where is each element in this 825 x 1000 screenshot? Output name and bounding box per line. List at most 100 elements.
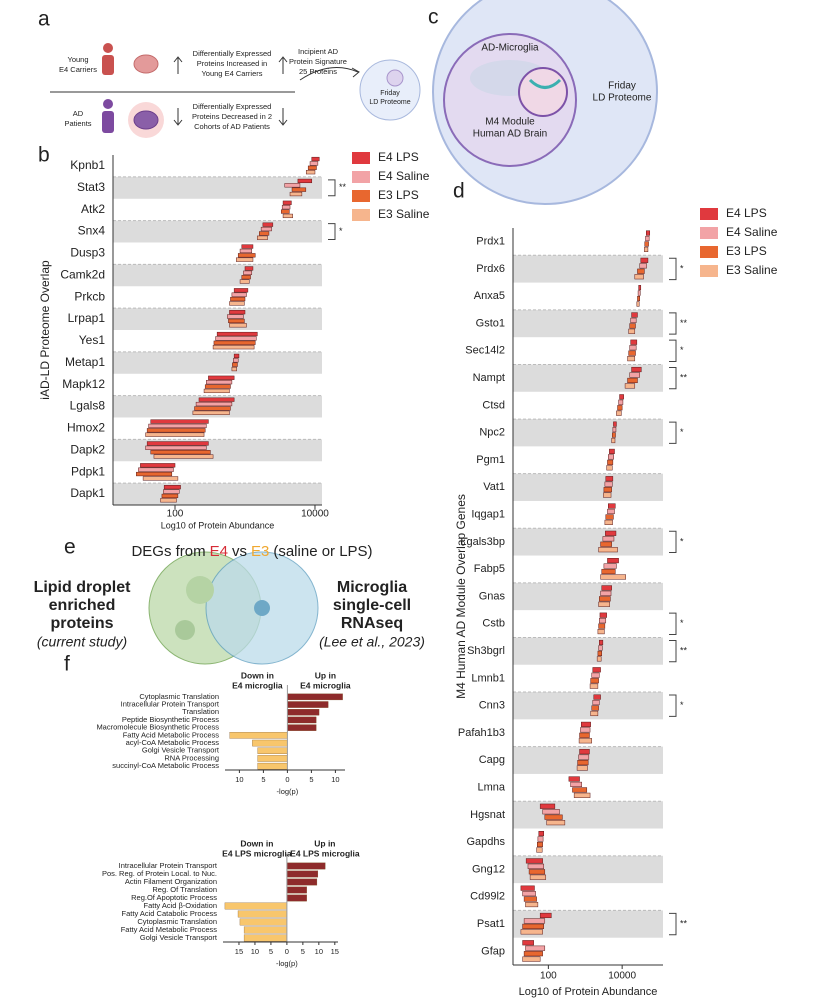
range-bar	[597, 650, 603, 656]
category-label: Sec14l2	[465, 345, 505, 357]
range-bar	[523, 918, 546, 924]
category-label: Fatty Acid Metabolic Process	[123, 730, 220, 739]
range-bar	[619, 394, 624, 400]
category-label: Actin Filament Organization	[125, 877, 217, 886]
row-band	[113, 351, 322, 374]
label: Protein Signature	[289, 57, 347, 66]
legend-swatch	[352, 190, 370, 202]
range-bar	[604, 519, 613, 525]
range-bar	[241, 244, 254, 249]
category-label: Nampt	[473, 372, 505, 384]
range-bar	[602, 536, 615, 542]
legend-swatch	[352, 171, 370, 183]
panel-label: d	[453, 180, 465, 203]
range-bar	[603, 563, 617, 569]
range-bar	[241, 275, 251, 280]
bracket	[669, 339, 677, 362]
label: E4 Carriers	[59, 65, 97, 74]
bar	[286, 886, 307, 894]
range-bar	[605, 514, 614, 520]
range-bar	[599, 639, 604, 646]
range-bar	[522, 923, 545, 929]
range-bar	[616, 410, 622, 416]
legend-label: E4 Saline	[378, 169, 430, 183]
range-bar	[591, 705, 599, 711]
panel-label: e	[64, 536, 76, 559]
range-bar	[609, 448, 615, 454]
range-bar	[231, 292, 247, 297]
range-bar	[597, 629, 605, 635]
category-label: Fabp5	[474, 563, 505, 575]
x-tick-label: 5	[301, 947, 305, 956]
legend-label: E3 LPS	[378, 188, 419, 202]
range-bar	[536, 847, 543, 853]
range-bar	[232, 362, 238, 367]
range-bar	[160, 498, 177, 503]
range-bar	[233, 288, 249, 293]
range-bar	[233, 358, 239, 363]
label: M4 Module	[485, 117, 535, 128]
range-bar	[607, 508, 615, 515]
range-bar	[525, 858, 543, 864]
category-label: Pafah1b3	[458, 727, 505, 739]
category-label: Vat1	[483, 481, 505, 493]
category-label: Lmnb1	[471, 672, 505, 684]
range-bar	[520, 885, 535, 891]
range-bar	[194, 406, 231, 411]
range-bar	[150, 419, 209, 424]
range-bar	[148, 423, 207, 429]
title-part: DEGs from	[131, 543, 205, 560]
significance: *	[680, 536, 684, 546]
legend-swatch	[352, 209, 370, 221]
range-bar	[163, 485, 181, 490]
category-label: Sh3bgrl	[467, 645, 505, 657]
category-label: Gapdhs	[466, 836, 505, 848]
category-label: Cnn3	[479, 700, 505, 712]
significance: *	[680, 427, 684, 437]
bar	[286, 894, 307, 902]
legend-swatch	[700, 265, 718, 277]
range-bar	[307, 165, 317, 170]
label: 25 Proteins	[299, 67, 337, 76]
range-bar	[297, 178, 313, 184]
category-label: Yes1	[79, 333, 106, 347]
significance: *	[680, 263, 684, 273]
category-label: Macromolecule Biosynthetic Process	[96, 723, 219, 732]
range-bar	[600, 574, 626, 580]
category-label: Lgals3bp	[460, 536, 505, 548]
range-bar	[630, 317, 637, 323]
category-label: Capg	[479, 754, 505, 766]
range-bar	[592, 699, 600, 706]
range-bar	[604, 481, 613, 487]
legend-label: E3 Saline	[726, 263, 778, 277]
bracket	[669, 257, 677, 281]
label: RNAseq	[341, 615, 403, 632]
range-bar	[578, 738, 593, 744]
category-label: Dusp3	[70, 246, 105, 260]
range-bar	[603, 487, 612, 493]
x-axis-label: -log(p)	[276, 959, 298, 968]
range-bar	[637, 290, 641, 296]
range-bar	[138, 467, 174, 472]
row-band	[113, 308, 322, 330]
category-label: Fatty Acid Catabolic Process	[122, 909, 218, 918]
range-bar	[568, 776, 580, 782]
bar	[252, 739, 288, 747]
panel-label: a	[38, 8, 50, 31]
significance: *	[339, 226, 343, 236]
significance: **	[680, 373, 688, 383]
bracket	[669, 421, 677, 444]
range-bar	[542, 809, 560, 815]
range-bar	[591, 672, 600, 678]
label: LD Proteome	[369, 99, 410, 106]
bar	[229, 732, 288, 739]
label: Differentially Expressed	[193, 102, 272, 111]
y-axis-label: iAD-LD Proteome Overlap	[38, 260, 52, 400]
range-bar	[227, 314, 244, 319]
range-bar	[606, 465, 613, 471]
bracket	[669, 366, 677, 390]
x-tick-label: 10	[331, 775, 339, 784]
range-bar	[145, 432, 205, 437]
x-tick-label: 100	[540, 971, 557, 982]
range-bar	[628, 350, 636, 356]
